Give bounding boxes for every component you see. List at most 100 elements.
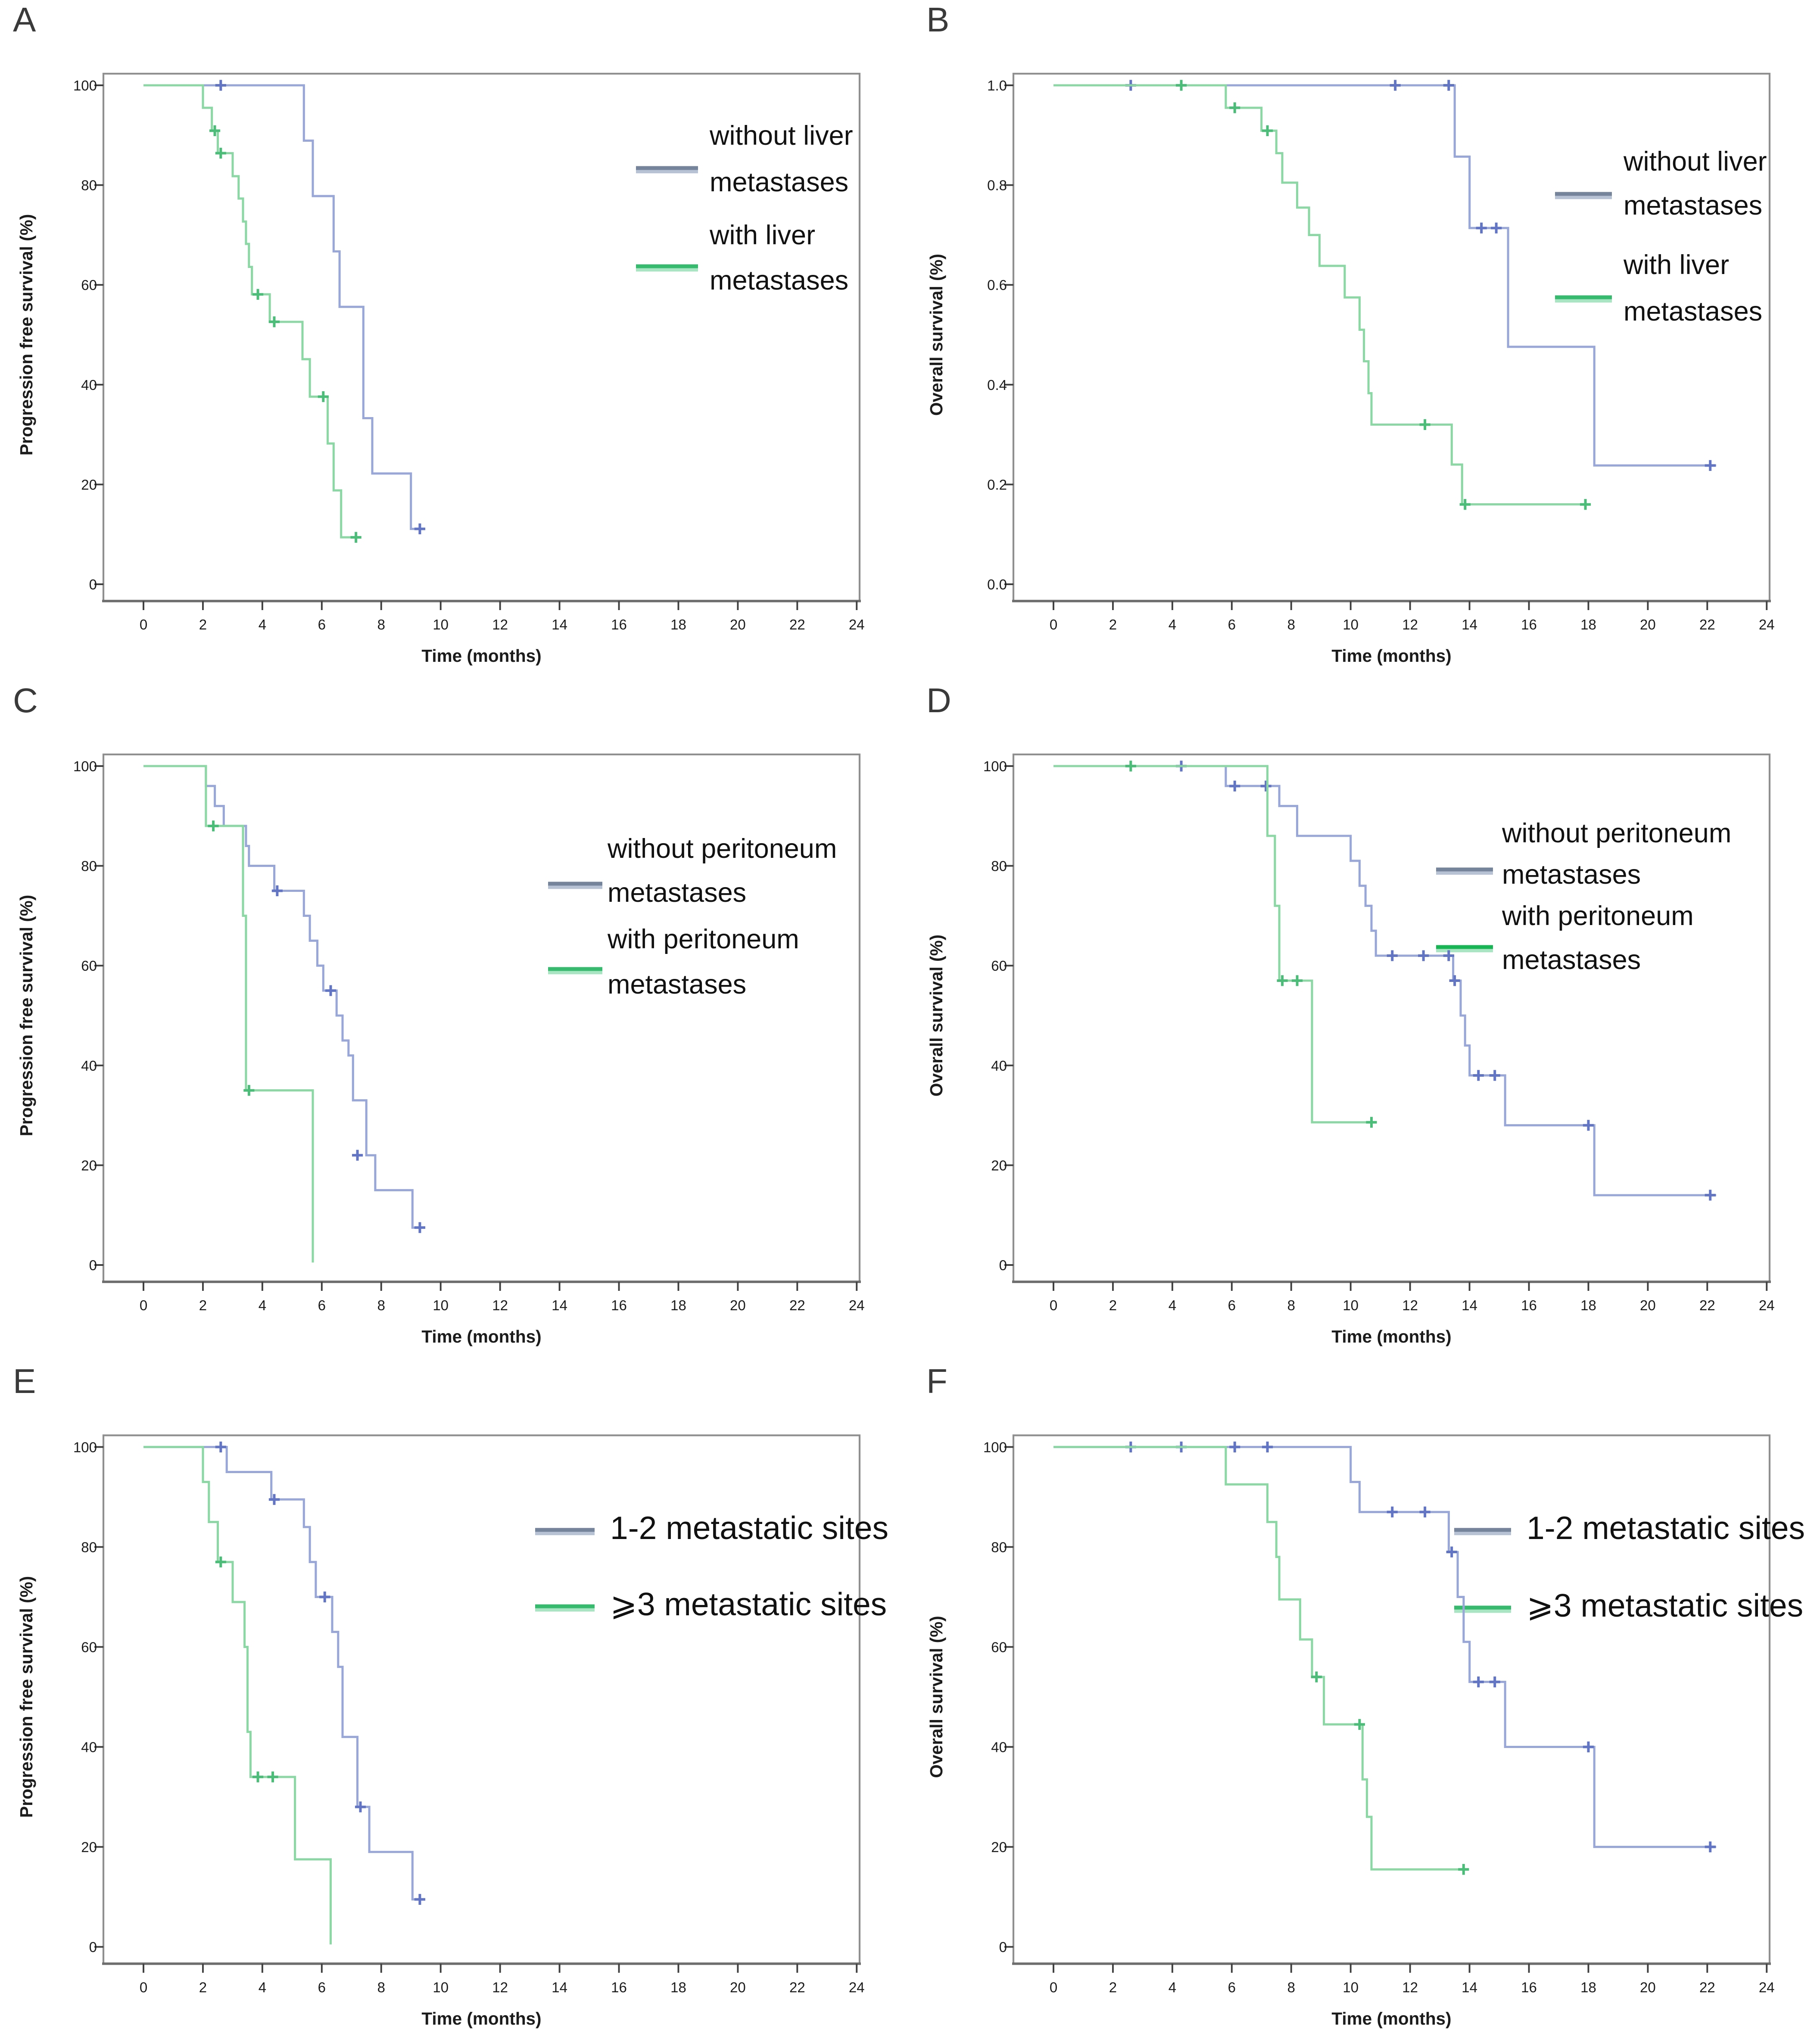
x-tick-label: 22 bbox=[1699, 1297, 1715, 1313]
x-tick-label: 12 bbox=[492, 1979, 508, 1995]
y-tick-label: 60 bbox=[81, 958, 97, 974]
x-tick-label: 12 bbox=[1402, 1979, 1418, 1995]
panel-letter: B bbox=[926, 0, 950, 39]
x-tick-label: 0 bbox=[1050, 617, 1057, 633]
y-tick-label: 80 bbox=[991, 1539, 1007, 1555]
legend-label: without liver bbox=[709, 121, 853, 151]
x-tick-label: 16 bbox=[1521, 1979, 1537, 1995]
legend-label: 1-2 metastatic sites bbox=[1527, 1510, 1805, 1546]
y-tick-label: 100 bbox=[983, 758, 1007, 774]
y-tick-label: 0 bbox=[999, 1939, 1007, 1955]
x-tick-label: 0 bbox=[140, 1979, 147, 1995]
y-tick-label: 0.0 bbox=[987, 576, 1007, 592]
y-tick-label: 20 bbox=[991, 1157, 1007, 1173]
x-tick-label: 24 bbox=[1759, 1979, 1775, 1995]
legend-label: without peritoneum bbox=[607, 834, 837, 864]
x-axis-title: Time (months) bbox=[421, 646, 541, 666]
3-or-more-metastatic-sites-censors bbox=[215, 1556, 278, 1782]
x-tick-label: 6 bbox=[1228, 1297, 1236, 1313]
x-axis-title: Time (months) bbox=[1331, 646, 1451, 666]
legend-label: with peritoneum bbox=[607, 924, 799, 954]
y-axis: 0 20 40 60 80 100 bbox=[73, 1439, 103, 1955]
y-tick-label: 100 bbox=[73, 78, 97, 93]
y-axis-title: Overall survival (%) bbox=[926, 254, 946, 416]
y-tick-label: 80 bbox=[81, 858, 97, 874]
legend-label: metastases bbox=[710, 265, 848, 296]
legend-label: without peritoneum bbox=[1502, 818, 1731, 848]
x-tick-label: 10 bbox=[1343, 1979, 1359, 1995]
1-2-metastatic-sites-curve bbox=[143, 1446, 423, 1901]
x-tick-label: 12 bbox=[1402, 1297, 1418, 1313]
3-or-more-metastatic-sites-curve bbox=[143, 1446, 332, 1944]
panel-letter: C bbox=[13, 681, 38, 720]
y-tick-label: 80 bbox=[991, 858, 1007, 874]
without-liver-metastases-curve bbox=[143, 84, 423, 530]
x-tick-label: 24 bbox=[849, 1297, 865, 1313]
y-tick-label: 40 bbox=[991, 1058, 1007, 1074]
y-tick-label: 20 bbox=[991, 1839, 1007, 1855]
x-tick-label: 10 bbox=[1343, 617, 1359, 633]
legend-label: 1-2 metastatic sites bbox=[610, 1510, 888, 1546]
x-tick-label: 10 bbox=[433, 1297, 449, 1313]
with-liver-metastases-curve bbox=[143, 84, 359, 539]
x-axis-title: Time (months) bbox=[421, 2009, 541, 2028]
legend-label: without liver bbox=[1623, 146, 1767, 177]
x-tick-label: 16 bbox=[611, 1297, 627, 1313]
x-tick-label: 18 bbox=[670, 1297, 686, 1313]
legend-label: metastases bbox=[608, 878, 746, 908]
x-tick-label: 0 bbox=[140, 617, 147, 633]
x-tick-label: 22 bbox=[1699, 1979, 1715, 1995]
x-tick-label: 20 bbox=[730, 617, 746, 633]
x-tick-label: 20 bbox=[730, 1297, 746, 1313]
y-tick-label: 0.2 bbox=[987, 477, 1007, 492]
y-tick-label: 0 bbox=[89, 1257, 97, 1273]
y-tick-label: 60 bbox=[81, 1639, 97, 1655]
x-tick-label: 12 bbox=[492, 1297, 508, 1313]
legend-label: with liver bbox=[709, 220, 815, 250]
with-liver-metastases-curve bbox=[1053, 84, 1587, 506]
with-peritoneum-metastases-curve bbox=[143, 765, 314, 1263]
x-tick-label: 6 bbox=[1228, 617, 1236, 633]
x-tick-label: 2 bbox=[1109, 617, 1117, 633]
x-tick-label: 16 bbox=[1521, 617, 1537, 633]
x-tick-label: 10 bbox=[1343, 1297, 1359, 1313]
y-tick-label: 40 bbox=[81, 1058, 97, 1074]
x-tick-label: 16 bbox=[611, 617, 627, 633]
x-tick-label: 8 bbox=[377, 617, 385, 633]
x-tick-label: 14 bbox=[1462, 1297, 1477, 1313]
x-tick-label: 22 bbox=[1699, 617, 1715, 633]
y-axis-title: Progression free survival (%) bbox=[16, 214, 36, 455]
y-tick-label: 60 bbox=[991, 1639, 1007, 1655]
1-2-metastatic-sites-censors bbox=[215, 1441, 426, 1905]
x-tick-label: 8 bbox=[1287, 1297, 1295, 1313]
x-tick-label: 18 bbox=[1580, 1297, 1596, 1313]
without-liver-metastases-censors bbox=[215, 80, 426, 535]
x-tick-label: 10 bbox=[433, 617, 449, 633]
legend-label: metastases bbox=[1502, 945, 1641, 975]
x-tick-label: 2 bbox=[199, 617, 207, 633]
y-tick-label: 40 bbox=[81, 377, 97, 393]
y-tick-label: 20 bbox=[81, 1839, 97, 1855]
x-tick-label: 2 bbox=[199, 1979, 207, 1995]
y-axis: 0 20 40 60 80 100 bbox=[983, 758, 1013, 1273]
x-tick-label: 18 bbox=[1580, 617, 1596, 633]
panel-b: B 0 2 4 6 8 10 12 14 16 18 20 22 24 0.0 0.2 0.4 0.6 0.8 1.… bbox=[910, 0, 1820, 682]
x-tick-label: 24 bbox=[1759, 1297, 1775, 1313]
y-tick-label: 80 bbox=[81, 1539, 97, 1555]
x-tick-label: 20 bbox=[1640, 1297, 1656, 1313]
panel-d: D 0 2 4 6 8 10 12 14 16 18 20 22 24 0 20 40 60 80 100 Time … bbox=[910, 681, 1820, 1363]
panel-a: A 0 2 4 6 8 10 12 14 16 18 20 22 24 0 20 40 60 80 100 Time … bbox=[0, 0, 910, 682]
y-tick-label: 60 bbox=[81, 277, 97, 293]
x-tick-label: 22 bbox=[789, 617, 805, 633]
x-tick-label: 20 bbox=[1640, 1979, 1656, 1995]
x-tick-label: 12 bbox=[492, 617, 508, 633]
x-tick-label: 4 bbox=[259, 617, 266, 633]
x-tick-label: 24 bbox=[849, 1979, 865, 1995]
y-axis-title: Progression free survival (%) bbox=[16, 895, 36, 1136]
1-2-metastatic-sites-censors bbox=[1125, 1441, 1716, 1853]
x-tick-label: 22 bbox=[789, 1979, 805, 1995]
